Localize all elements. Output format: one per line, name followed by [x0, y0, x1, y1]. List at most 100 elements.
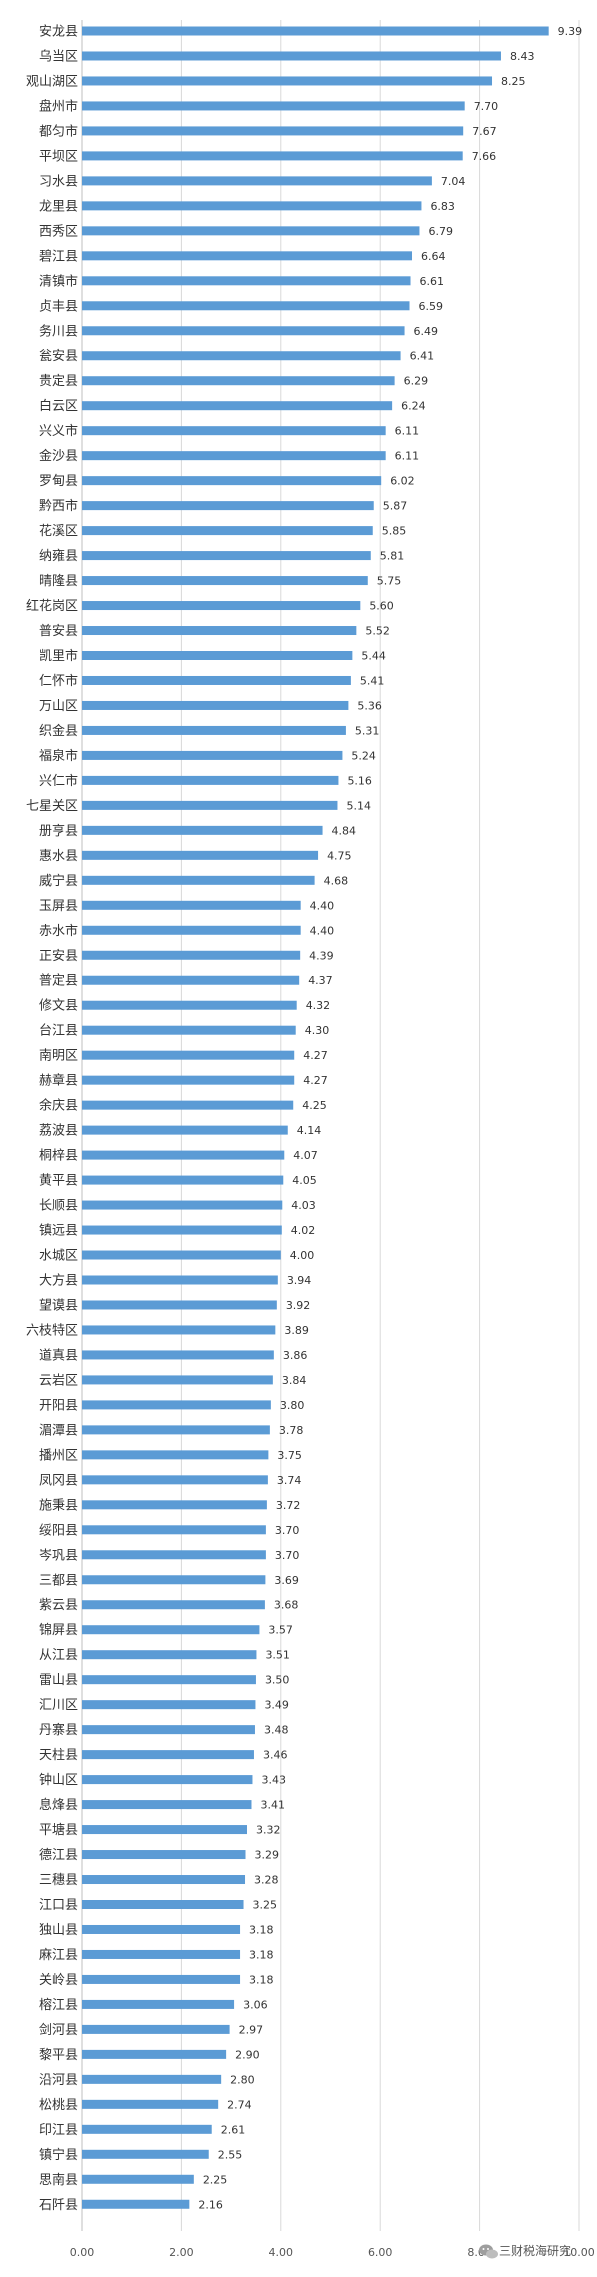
bar [82, 1025, 296, 1035]
bar [82, 1050, 295, 1060]
value-labels: 9.39 8.43 8.257.70 7.67 7.66 7.04 6.83 6.79 6.64… [198, 25, 582, 2211]
bar [82, 1700, 256, 1710]
value-label: 3.72 [276, 1499, 301, 1512]
value-label: 5.52 [365, 625, 390, 638]
value-label: 4.14 [297, 1124, 322, 1137]
value-label: 6.11 [395, 425, 420, 438]
value-label: 6.49 [414, 325, 439, 338]
category-label: 松桃县 [39, 2098, 78, 2113]
value-label: 4.40 [310, 899, 335, 912]
value-label: 4.39 [309, 949, 334, 962]
value-label: 4.27 [303, 1074, 328, 1087]
bar [82, 451, 386, 461]
value-label: 3.68 [274, 1599, 299, 1612]
bar [82, 2074, 222, 2084]
category-label: 黄平县 [39, 1174, 78, 1189]
category-label: 雷山县 [39, 1673, 78, 1688]
watermark: 三财税海研究 [479, 2243, 571, 2259]
bar [82, 825, 323, 835]
value-label: 9.39 [558, 25, 583, 38]
bar [82, 1775, 253, 1785]
category-label: 桐梓县 [39, 1149, 78, 1164]
value-label: 3.70 [275, 1549, 300, 1562]
bar [82, 76, 493, 86]
category-label: 凤冈县 [39, 1473, 78, 1488]
bar [82, 850, 319, 860]
value-label: 2.55 [218, 2148, 243, 2161]
value-label: 4.07 [293, 1149, 318, 1162]
value-label: 5.41 [360, 674, 385, 687]
bar [82, 2099, 219, 2109]
bar [82, 1225, 282, 1235]
x-tick-label: 6.00 [368, 2246, 393, 2259]
value-label: 5.60 [369, 600, 394, 613]
value-label: 3.80 [280, 1399, 305, 1412]
category-label: 福泉市 [39, 748, 78, 764]
category-label: 盘州市 [39, 98, 78, 114]
bar [82, 1250, 281, 1260]
category-label: 荔波县 [39, 1124, 78, 1139]
category-label: 兴义市 [39, 423, 78, 439]
value-label: 3.51 [265, 1649, 290, 1662]
category-label: 云岩区 [39, 1373, 78, 1388]
category-label: 印江县 [39, 2123, 78, 2138]
value-label: 2.74 [227, 2098, 252, 2111]
category-label: 紫云县 [39, 1598, 78, 1613]
bar [82, 251, 413, 261]
category-labels: 安龙县乌当区观山湖区盘州市都匀市平坝区习水县龙里县西秀区碧江县清镇市贞丰县务川县… [26, 25, 78, 2213]
bar [82, 51, 501, 61]
bar [82, 1450, 269, 1460]
bar [82, 426, 386, 436]
bar [82, 1600, 265, 1610]
value-label: 5.36 [357, 699, 382, 712]
bar [82, 1475, 268, 1485]
value-label: 3.25 [253, 1899, 278, 1912]
bar [82, 1974, 241, 1984]
value-label: 4.84 [332, 824, 357, 837]
value-label: 5.14 [346, 799, 371, 812]
category-label: 金沙县 [39, 448, 78, 464]
category-label: 余庆县 [39, 1098, 78, 1114]
x-tick-label: 0.00 [70, 2246, 95, 2259]
category-label: 平坝区 [39, 149, 78, 164]
bar [82, 2174, 194, 2184]
bar [82, 651, 353, 660]
value-label: 3.75 [277, 1449, 302, 1462]
category-label: 德江县 [39, 1848, 78, 1863]
value-label: 7.66 [472, 150, 497, 163]
value-label: 5.81 [380, 550, 405, 563]
category-label: 晴隆县 [39, 574, 78, 589]
category-label: 台江县 [39, 1024, 78, 1039]
bar [82, 1650, 257, 1660]
value-label: 3.06 [243, 1998, 268, 2011]
category-label: 普定县 [39, 974, 78, 989]
value-label: 6.83 [430, 200, 455, 213]
value-label: 6.64 [421, 250, 446, 263]
bar [82, 2049, 227, 2059]
category-label: 大方县 [39, 1273, 78, 1289]
category-label: 乌当区 [39, 48, 78, 64]
category-label: 七星关区 [26, 799, 78, 814]
category-label: 威宁县 [39, 873, 78, 889]
bar [82, 1949, 241, 1959]
bar [82, 900, 301, 910]
value-label: 4.25 [302, 1099, 327, 1112]
value-label: 4.32 [306, 999, 331, 1012]
category-label: 麻江县 [39, 1948, 78, 1963]
value-label: 6.79 [428, 225, 453, 238]
category-label: 清镇市 [39, 273, 78, 289]
value-label: 6.59 [419, 300, 444, 313]
bar [82, 1725, 255, 1735]
category-label: 开阳县 [39, 1398, 78, 1413]
category-label: 瓮安县 [39, 349, 78, 364]
value-label: 6.61 [420, 275, 445, 288]
bar [82, 326, 405, 336]
value-label: 6.29 [404, 375, 429, 388]
x-tick-label: 2.00 [169, 2246, 194, 2259]
bar [82, 2124, 212, 2134]
bar [82, 201, 422, 211]
value-label: 7.04 [441, 175, 466, 188]
value-label: 3.69 [274, 1574, 299, 1587]
category-label: 汇川区 [39, 1698, 78, 1713]
value-label: 3.74 [277, 1474, 302, 1487]
